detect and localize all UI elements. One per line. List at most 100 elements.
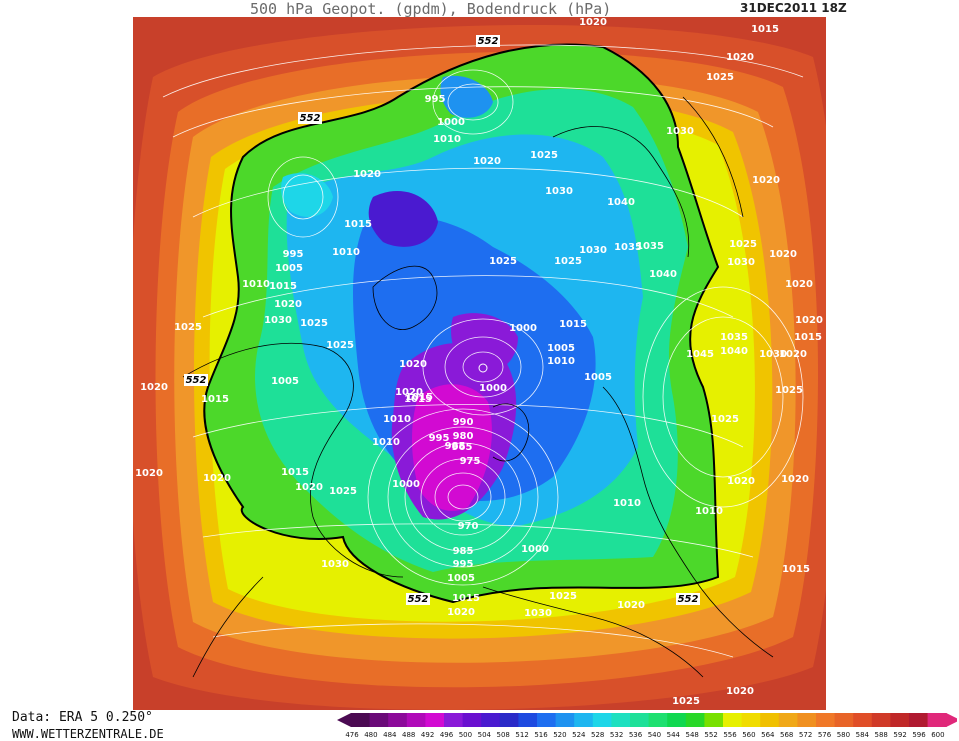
geopot-contour-label: 552 [186,375,207,386]
isobar-label: 975 [460,456,481,467]
isobar-label: 965 [452,442,473,453]
legend-tick-label: 544 [666,731,680,739]
isobar-label: 1000 [521,544,549,555]
geopot-contour-label: 552 [478,36,499,47]
isobar-label: 1000 [479,383,507,394]
isobar-label: 985 [453,546,474,557]
legend-tick-label: 520 [553,731,567,739]
isobar-label: 1015 [269,281,297,292]
isobar-label: 1015 [344,219,372,230]
legend-tick-label: 516 [534,731,548,739]
isobar-label: 980 [453,431,474,442]
legend-swatch [909,713,929,727]
legend-swatch [648,713,668,727]
isobar-label: 1020 [781,474,809,485]
geopot-label-box [476,35,500,47]
isobar-label: 1020 [752,175,780,186]
isobar-label: 1030 [264,315,292,326]
legend-tick-label: 492 [420,731,435,739]
isobar-label: 1015 [405,392,433,403]
isobar-label: 1040 [607,197,635,208]
isobar-label: 1025 [729,239,757,250]
legend-swatch [425,713,445,727]
isobar-label: 1020 [399,359,427,370]
isobar-label: 1000 [392,479,420,490]
isobar-label: 1025 [530,150,558,161]
isobar-label: 1020 [447,607,475,618]
legend-tick-label: 484 [383,731,397,739]
legend-tick-label: 500 [458,731,473,739]
isobar-label: 1015 [404,394,432,405]
legend-arrow-left [337,713,351,727]
legend-swatch [704,713,724,727]
isobar-label: 1020 [473,156,501,167]
isobar-label: 1020 [140,382,168,393]
geopot-contour-label: 552 [300,113,321,124]
legend-tick-label: 504 [477,731,491,739]
legend-swatch [890,713,910,727]
isobar-label: 1020 [769,249,797,260]
isobar-label: 1010 [332,247,360,258]
isobar-label: 1020 [785,279,813,290]
legend-tick-label: 572 [798,731,813,739]
legend-swatch [592,713,612,727]
isobar-label: 1010 [613,498,641,509]
isobar-label: 1030 [524,608,552,619]
legend-swatch [537,713,557,727]
isobar-label: 1030 [759,349,787,360]
website-url: WWW.WETTERZENTRALE.DE [12,727,164,741]
legend-swatch [871,713,891,727]
legend-swatch [611,713,631,727]
legend-tick-label: 564 [761,731,775,739]
legend-swatch [351,713,371,727]
legend-tick-label: 576 [817,731,832,739]
isobar-label: 1025 [672,696,700,707]
legend-arrow-right [946,713,957,727]
isobar-label: 1010 [242,279,270,290]
legend-swatch [778,713,798,727]
legend-tick-label: 588 [874,731,888,739]
legend-swatch [369,713,389,727]
isobar-label: 1005 [447,573,475,584]
isobar-label: 995 [283,249,304,260]
band-500-b [451,313,518,376]
isobar-label: 1025 [300,318,328,329]
geopot-contour-label: 552 [678,594,699,605]
isobar-label: 1025 [711,414,739,425]
isobar-label: 1025 [326,340,354,351]
legend-swatch [630,713,650,727]
isobar-label: 1025 [174,322,202,333]
isobar-label: 1020 [274,299,302,310]
isobar-label: 1020 [353,169,381,180]
isobar-label: 1015 [794,332,822,343]
band-520-a [440,75,493,118]
legend-tick-label: 596 [912,731,926,739]
geopot-label-box [298,112,322,124]
isobar-label: 1020 [579,17,607,28]
isobar-label: 970 [458,521,479,532]
isobar-label: 995 [429,433,450,444]
isobar-label: 1030 [579,245,607,256]
legend-tick-label: 496 [439,731,454,739]
isobar-label: 1040 [649,269,677,280]
legend-swatch [834,713,854,727]
legend-swatch [741,713,761,727]
legend-tick-label: 568 [780,731,794,739]
isobar-label: 1025 [554,256,582,267]
legend-tick-label: 580 [836,731,851,739]
isobar-label: 1000 [509,323,537,334]
isobar-label: 1015 [452,593,480,604]
legend-tick-label: 540 [647,731,662,739]
isobar-label: 1015 [559,319,587,330]
legend-tick-label: 476 [345,731,359,739]
legend-swatch [685,713,705,727]
isobar-label: 1045 [686,349,714,360]
isobar-label: 1025 [329,486,357,497]
isobar-label: 1025 [549,591,577,602]
isobar-label: 1030 [321,559,349,570]
valid-date: 31DEC2011 18Z [740,1,847,15]
isobar-label: 985 [445,441,466,452]
isobar-label: 1030 [666,126,694,137]
pole-marker [478,363,488,373]
